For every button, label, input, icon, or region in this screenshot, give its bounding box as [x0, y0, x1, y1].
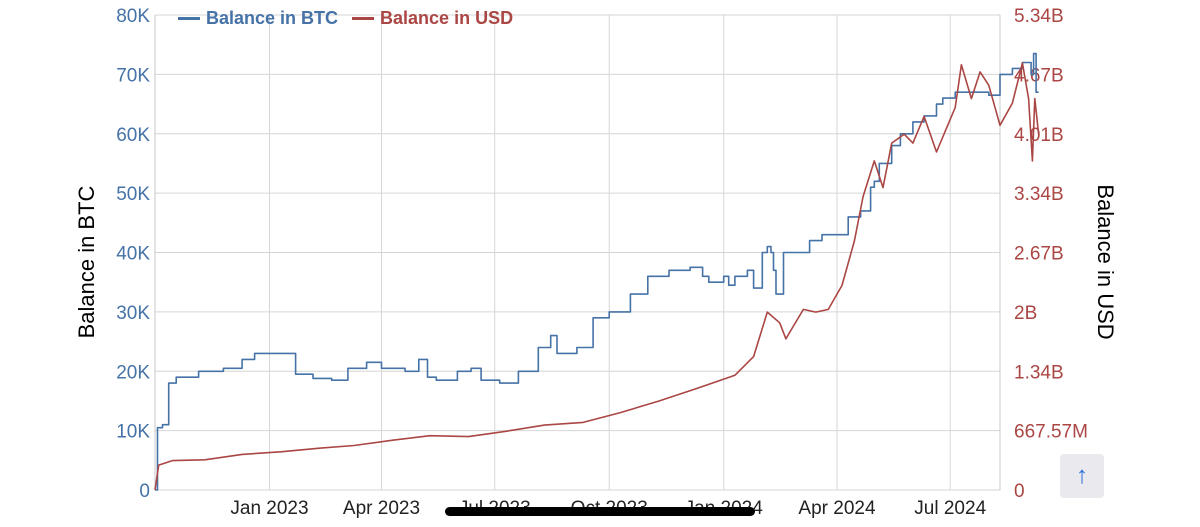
left-axis-ticks: 0 10K 20K 30K 40K 50K 60K 70K 80K [116, 6, 150, 502]
x-tick-label: Apr 2024 [798, 498, 876, 519]
arrow-up-icon: ↑ [1076, 462, 1088, 489]
series-line-btc [155, 52, 1039, 491]
legend-item-btc[interactable]: Balance in BTC [178, 8, 338, 29]
legend-item-usd[interactable]: Balance in USD [352, 8, 513, 29]
y-tick-label-left: 70K [116, 65, 150, 86]
y-tick-label-right: 3.34B [1014, 184, 1064, 205]
series-line-usd [154, 62, 1040, 491]
y-tick-label-right: 667.57M [1014, 422, 1088, 443]
legend-label-btc: Balance in BTC [206, 8, 339, 28]
y-tick-label-left: 10K [116, 422, 150, 443]
scroll-to-top-button[interactable]: ↑ [1060, 454, 1104, 498]
legend-swatch-btc [178, 17, 200, 20]
right-axis-ticks: 0 667.57M 1.34B 2B 2.67B 3.34B 4.01B 4.67B 5.34B [1014, 6, 1088, 502]
x-tick-label: Apr 2023 [343, 498, 420, 519]
legend-swatch-usd [352, 17, 375, 20]
y-tick-label-left: 0 [139, 481, 150, 502]
y-tick-label-right: 1.34B [1014, 362, 1064, 383]
home-indicator [445, 507, 755, 516]
series-layer [154, 52, 1040, 491]
y-tick-label-left: 60K [116, 125, 150, 146]
x-tick-label: Jul 2024 [914, 498, 986, 519]
y-tick-label-right: 5.34B [1014, 6, 1064, 27]
y-tick-label-right: 4.01B [1014, 125, 1064, 146]
y-tick-label-right: 2.67B [1014, 244, 1064, 265]
x-tick-label: Jan 2023 [230, 498, 308, 519]
gridlines [154, 14, 1001, 491]
y-tick-label-right: 2B [1014, 303, 1037, 324]
legend: Balance in BTC Balance in USD [178, 8, 513, 29]
y-axis-label-right: Balance in USD [1093, 184, 1118, 339]
y-tick-label-right: 4.67B [1014, 65, 1064, 86]
y-tick-label-left: 30K [116, 303, 150, 324]
y-tick-label-left: 40K [116, 244, 150, 265]
y-tick-label-left: 50K [116, 184, 150, 205]
y-tick-label-left: 20K [116, 362, 150, 383]
legend-label-usd: Balance in USD [380, 8, 514, 28]
y-tick-label-right: 0 [1014, 481, 1025, 502]
y-axis-label-left: Balance in BTC [74, 185, 99, 338]
y-tick-label-left: 80K [116, 6, 150, 27]
